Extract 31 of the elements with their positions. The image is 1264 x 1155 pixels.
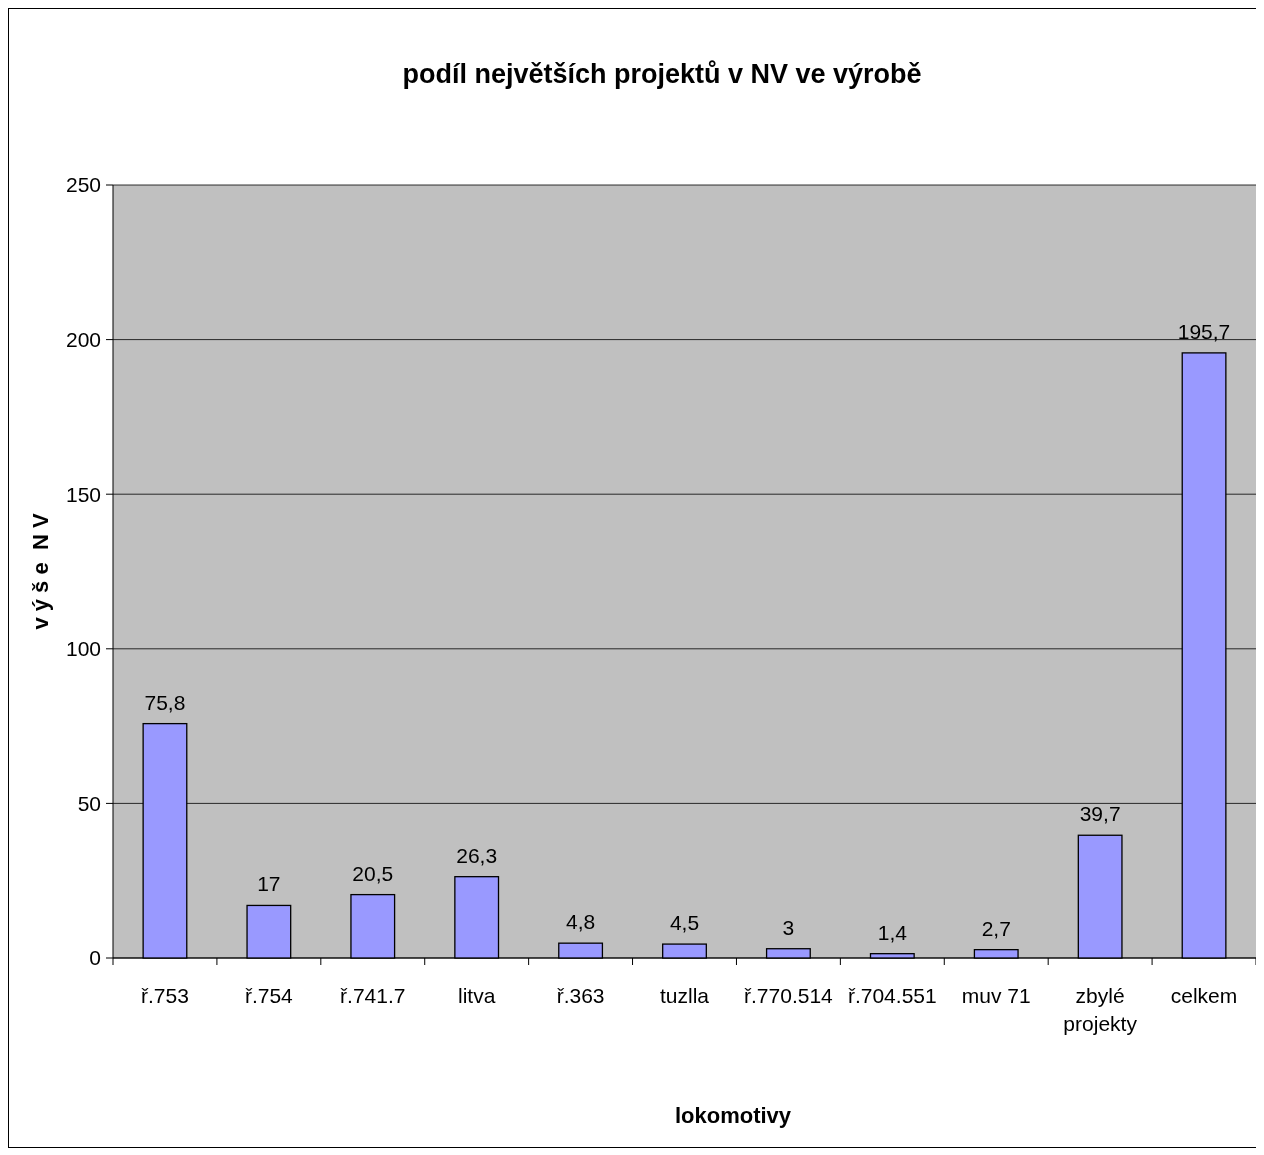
data-label: 39,7 [1079, 802, 1121, 826]
data-label: 20,5 [352, 861, 394, 885]
data-label: 26,3 [456, 843, 498, 867]
y-tick-label: 100 [65, 637, 101, 661]
x-tick-label: ř.741.7 [340, 984, 406, 1007]
y-tick-label: 0 [89, 946, 101, 970]
data-label: 4,5 [669, 911, 700, 935]
y-tick-label: 200 [65, 327, 101, 351]
data-label: 3 [782, 915, 795, 939]
y-axis-title: v ý š e N V [28, 513, 53, 630]
data-label: 4,8 [565, 910, 596, 934]
data-label: 195,7 [1177, 319, 1231, 343]
x-tick-label: ř.753 [141, 984, 189, 1007]
y-tick-label: 150 [65, 482, 101, 506]
x-tick-label: muv 71 [961, 984, 1031, 1007]
x-tick-label: zbylé projekty [1063, 984, 1138, 1035]
data-label: 75,8 [144, 690, 186, 714]
x-tick-label: ř.363 [556, 984, 605, 1007]
x-axis-title: lokomotivy [674, 1103, 792, 1128]
y-tick-label: 50 [77, 791, 101, 815]
x-tick-label: tuzlla [659, 984, 710, 1007]
x-tick-label: ř.754 [244, 984, 294, 1007]
data-label: 1,4 [877, 920, 908, 944]
chart-title: podíl největších projektů v NV ve výrobě [402, 59, 922, 89]
data-label: 17 [257, 872, 281, 896]
x-tick-label: celkem [1170, 984, 1238, 1007]
x-tick-label: ř.704.551 [847, 984, 937, 1007]
x-tick-label: ř.770.514 [744, 984, 834, 1007]
data-label: 2,7 [981, 916, 1011, 940]
y-tick-label: 250 [65, 173, 101, 197]
x-tick-label: litva [458, 984, 496, 1007]
